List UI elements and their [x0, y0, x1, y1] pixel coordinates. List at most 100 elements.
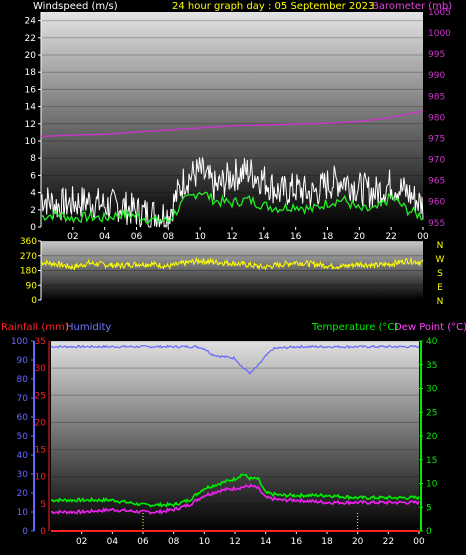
windspeed-tick: 12 — [25, 120, 36, 130]
x-tick: 08 — [168, 537, 180, 547]
wind-direction-line — [40, 256, 424, 271]
x-tick: 16 — [290, 232, 302, 242]
barometer-tick: 990 — [428, 71, 445, 81]
panel-wind-x-axis: 02 04 06 08 10 12 14 16 18 20 22 00 — [67, 227, 429, 242]
rainfall-tick: 15 — [35, 446, 46, 456]
barometer-tick: 1005 — [428, 8, 451, 18]
panel-temp-x-axis: 02 04 06 08 10 12 14 16 18 20 22 00 — [76, 531, 425, 547]
direction-tick: 90 — [26, 281, 38, 291]
barometer-tick: 980 — [428, 113, 445, 123]
x-tick: 14 — [260, 537, 272, 547]
compass-label: E — [437, 283, 443, 293]
temperature-tick: 15 — [426, 456, 437, 466]
x-tick: 04 — [107, 537, 119, 547]
direction-axis: 360 270 180 90 0 — [20, 237, 42, 306]
panel-direction-series — [40, 256, 424, 271]
humidity-label: Humidity — [66, 322, 111, 333]
temperature-tick: 25 — [426, 408, 437, 418]
windspeed-tick: 4 — [30, 189, 36, 199]
temperature-label: Temperature (°C) — [311, 322, 398, 333]
temperature-tick: 35 — [426, 361, 437, 371]
x-tick: 20 — [354, 232, 366, 242]
windspeed-tick: 0 — [30, 223, 36, 233]
panel-wind-background — [41, 12, 423, 227]
x-tick: 18 — [321, 537, 333, 547]
dewpoint-label: Dew Point (°C) — [394, 322, 466, 333]
x-tick: 12 — [226, 232, 237, 242]
windspeed-gust-line — [40, 157, 424, 229]
x-tick: 18 — [322, 232, 334, 242]
barometer-tick: 1000 — [428, 29, 451, 39]
barometer-tick: 960 — [428, 198, 445, 208]
compass-label: S — [437, 269, 443, 279]
dewpoint-line — [50, 483, 420, 515]
rainfall-tick: 30 — [35, 364, 47, 374]
humidity-tick: 90 — [17, 356, 29, 366]
barometer-tick: 955 — [428, 219, 445, 229]
windspeed-label: Windspeed (m/s) — [33, 1, 118, 12]
x-tick: 12 — [229, 537, 240, 547]
windspeed-tick: 16 — [25, 85, 37, 95]
compass-label: N — [437, 241, 444, 251]
rainfall-tick: 10 — [35, 473, 47, 483]
temperature-line — [50, 473, 420, 508]
x-tick: 16 — [291, 537, 303, 547]
windspeed-tick: 14 — [25, 103, 37, 113]
direction-tick: 0 — [31, 296, 37, 306]
humidity-tick: 80 — [17, 375, 29, 385]
rainfall-tick: 5 — [40, 500, 46, 510]
humidity-tick: 70 — [17, 394, 29, 404]
x-tick: 06 — [131, 232, 143, 242]
temperature-tick: 0 — [426, 527, 432, 537]
barometer-line — [40, 110, 424, 138]
humidity-tick: 60 — [17, 413, 29, 423]
direction-tick: 270 — [20, 252, 37, 262]
x-tick: 10 — [199, 537, 211, 547]
windspeed-tick: 22 — [25, 34, 36, 44]
x-tick: 20 — [352, 537, 364, 547]
barometer-tick: 995 — [428, 50, 445, 60]
x-tick: 22 — [385, 232, 396, 242]
barometer-tick: 985 — [428, 92, 445, 102]
rainfall-tick: 20 — [35, 418, 47, 428]
x-tick: 00 — [413, 537, 425, 547]
temperature-tick: 40 — [426, 337, 438, 347]
panel-wind-series — [40, 110, 424, 229]
humidity-tick: 10 — [17, 508, 29, 518]
x-tick: 10 — [194, 232, 206, 242]
humidity-tick: 40 — [17, 451, 29, 461]
x-tick: 22 — [383, 537, 394, 547]
direction-tick: 180 — [20, 267, 37, 277]
rainfall-tick: 25 — [35, 391, 46, 401]
windspeed-tick: 24 — [25, 17, 37, 27]
windspeed-tick: 20 — [25, 51, 37, 61]
panel-temp-series — [50, 344, 420, 532]
humidity-tick: 30 — [17, 470, 29, 480]
windspeed-tick: 2 — [30, 206, 36, 216]
temperature-tick: 5 — [426, 503, 432, 513]
temperature-axis: 0 5 10 15 20 25 30 35 40 — [419, 337, 438, 537]
humidity-tick: 100 — [11, 337, 28, 347]
rainfall-axis: 0 5 10 15 20 25 30 35 — [35, 337, 50, 537]
temperature-tick: 30 — [426, 385, 438, 395]
panel-direction-grid — [41, 240, 423, 301]
barometer-tick: 970 — [428, 156, 445, 166]
x-tick: 04 — [99, 232, 111, 242]
barometer-tick: 965 — [428, 177, 445, 187]
windspeed-average-line — [40, 191, 424, 225]
panel-wind-grid — [41, 20, 423, 228]
windspeed-tick: 18 — [25, 68, 37, 78]
humidity-tick: 0 — [22, 527, 28, 537]
x-tick: 08 — [163, 232, 175, 242]
x-tick: 02 — [76, 537, 87, 547]
humidity-tick: 50 — [17, 432, 29, 442]
compass-label: N — [437, 297, 444, 307]
temperature-tick: 10 — [426, 480, 438, 490]
chart-title: 24 hour graph day : 05 September 2023 — [172, 1, 374, 12]
rainfall-tick: 0 — [40, 527, 46, 537]
panel-direction-background — [41, 241, 423, 300]
direction-tick: 360 — [20, 237, 37, 247]
windspeed-tick: 8 — [30, 154, 36, 164]
windspeed-tick: 10 — [25, 137, 37, 147]
